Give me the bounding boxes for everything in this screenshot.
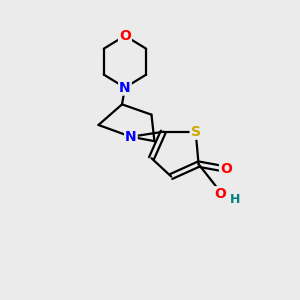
Text: O: O [214, 187, 226, 201]
Text: N: N [119, 81, 131, 94]
Text: H: H [230, 193, 241, 206]
Text: O: O [220, 162, 232, 176]
Text: N: N [125, 130, 137, 144]
Text: S: S [190, 125, 201, 139]
Text: O: O [119, 29, 131, 43]
